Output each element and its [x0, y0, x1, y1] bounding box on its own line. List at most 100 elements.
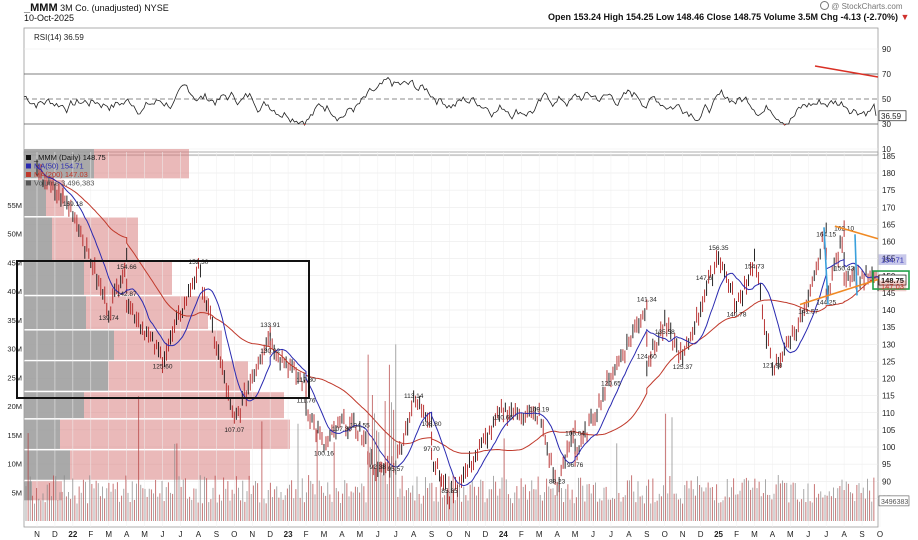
price-tag-label: 148.75	[881, 276, 904, 285]
price-tick-label: 105	[882, 426, 896, 435]
month-label: N	[680, 530, 686, 539]
month-label: M	[141, 530, 148, 539]
legend-swatch	[26, 155, 31, 160]
volume-tick-label: 10M	[7, 460, 22, 469]
swing-point-label: 109.19	[529, 407, 549, 414]
month-label: A	[339, 530, 345, 539]
volume-tick-label: 20M	[7, 402, 22, 411]
volume-by-price-up-bar	[24, 179, 46, 217]
volume-by-price-down-bar	[70, 450, 250, 480]
company-name: 3M Co. (unadjusted)	[60, 3, 142, 13]
month-label: D	[698, 530, 704, 539]
volume-tag-label: 3496383	[881, 499, 908, 506]
price-tick-label: 160	[882, 238, 896, 247]
swing-point-label: 95.57	[388, 466, 405, 473]
volume-by-price-up-bar	[24, 392, 84, 419]
month-label: D	[52, 530, 58, 539]
volume-by-price-up-bar	[24, 330, 114, 360]
month-label: M	[536, 530, 543, 539]
rsi-tick-label: 10	[882, 145, 891, 154]
month-label: J	[806, 530, 810, 539]
blue-vertical-line	[823, 227, 829, 305]
swing-point-label: 96.76	[567, 462, 584, 469]
volume-tick-label: 15M	[7, 431, 22, 440]
price-tick-label: 155	[882, 255, 896, 264]
price-tag-label: 154.71	[881, 256, 904, 265]
swing-point-label: 111.76	[297, 398, 316, 405]
volume-tick-label: 45M	[7, 258, 22, 267]
month-label: 22	[68, 530, 77, 539]
rsi-panel-frame	[23, 27, 879, 156]
month-label: F	[519, 530, 524, 539]
price-tick-label: 100	[882, 443, 896, 452]
swing-point-label: 108.80	[422, 421, 442, 428]
blue-vertical-line	[854, 234, 858, 296]
swing-point-label: 125.60	[153, 363, 173, 370]
volume-by-price-up-bar	[24, 262, 84, 295]
rsi-tick-label: 50	[882, 95, 891, 104]
price-tick-label: 115	[882, 392, 895, 401]
volume-by-price-down-bar	[84, 392, 284, 419]
month-label: A	[626, 530, 632, 539]
swing-point-label: 104.55	[350, 422, 370, 429]
price-tick-label: 170	[882, 203, 896, 212]
price-tick-label: 145	[882, 289, 896, 298]
month-label: A	[770, 530, 776, 539]
swing-point-label: 156.35	[709, 245, 729, 252]
price-tick-label: 185	[882, 152, 896, 161]
swing-point-label: 140.78	[727, 311, 747, 318]
volume-by-price-up-bar	[24, 361, 108, 391]
month-label: 23	[284, 530, 293, 539]
header-ohlc: Open 153.24 High 154.25 Low 148.46 Close…	[548, 12, 909, 22]
month-label: O	[877, 530, 883, 539]
month-label: N	[465, 530, 471, 539]
month-label: S	[429, 530, 434, 539]
ma200-line	[36, 166, 881, 454]
swing-point-label: 117.80	[296, 377, 316, 384]
swing-point-label: 125.37	[673, 364, 693, 371]
symbol: _MMM	[24, 2, 58, 14]
swing-point-label: 92.38	[370, 464, 387, 471]
month-label: M	[572, 530, 579, 539]
volume-tick-label: 40M	[7, 287, 22, 296]
volume-by-price-down-bar	[94, 149, 189, 179]
rsi-line	[23, 76, 877, 126]
month-label: O	[662, 530, 668, 539]
price-tag-label: 147.03	[881, 282, 904, 291]
swing-point-label: 110.66	[494, 414, 514, 421]
legend-entry: _MMM (Daily) 148.75	[33, 153, 106, 162]
month-label: M	[321, 530, 328, 539]
swing-point-label: 106.04	[565, 430, 585, 437]
volume-tick-label: 35M	[7, 316, 22, 325]
swing-point-label: 107.30	[332, 426, 352, 433]
month-label: J	[609, 530, 613, 539]
swing-point-label: 141.57	[798, 309, 818, 316]
price-tag-box	[878, 280, 907, 292]
rsi-tick-label: 30	[882, 120, 891, 129]
rsi-legend-label: RSI(14) 36.59	[34, 33, 84, 42]
watermark-text: @ StockCharts.com	[831, 2, 903, 11]
volume-by-price-up-bar	[24, 419, 60, 449]
rsi-tick-label: 70	[882, 70, 891, 79]
header-symbol-line: _MMM 3M Co. (unadjusted) NYSE	[24, 2, 169, 14]
swing-point-label: 120.65	[601, 380, 621, 387]
swing-point-label: 139.74	[99, 315, 119, 322]
stockcharts-logo-icon	[820, 1, 829, 10]
swing-point-label: 97.70	[423, 446, 440, 453]
green-highlight-box	[872, 270, 910, 290]
legend-entry: MA(50) 154.71	[34, 162, 84, 171]
swing-point-label: 121.98	[762, 363, 782, 370]
month-label: F	[304, 530, 309, 539]
volume-by-price-down-bar	[108, 361, 248, 391]
month-label: A	[554, 530, 560, 539]
swing-point-label: 88.23	[549, 478, 566, 485]
month-label: S	[644, 530, 649, 539]
volume-tick-label: 5M	[12, 488, 22, 497]
swing-point-label: 142.87	[117, 291, 137, 298]
price-tick-label: 90	[882, 477, 891, 486]
rsi-value-tag-box	[878, 110, 907, 122]
swing-point-label: 107.07	[224, 427, 244, 434]
volume-tick-label: 30M	[7, 345, 22, 354]
header-date: 10-Oct-2025	[24, 13, 75, 23]
month-label: J	[591, 530, 595, 539]
